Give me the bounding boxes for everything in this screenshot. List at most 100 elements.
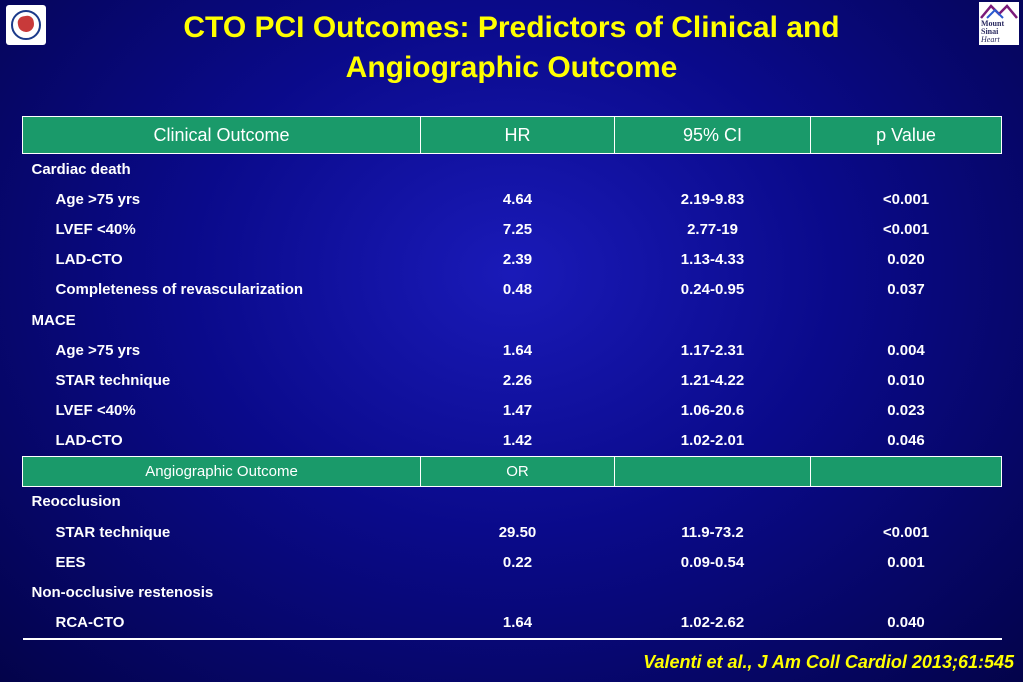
row-hr: 29.50 xyxy=(498,523,537,541)
row-hr xyxy=(421,305,615,335)
row-ci: 1.06-20.6 xyxy=(680,402,745,420)
row-p-value: <0.001 xyxy=(882,220,930,238)
table-header-row: Clinical Outcome HR 95% CI p Value xyxy=(22,116,1002,154)
row-label: Completeness of revascularization xyxy=(55,281,304,299)
table-row: Reocclusion xyxy=(23,486,1002,517)
row-ci: 1.02-2.62 xyxy=(614,607,811,640)
outcomes-table: Clinical Outcome HR 95% CI p Value Cardi… xyxy=(22,116,1002,640)
row-p-value: <0.001 xyxy=(882,190,930,208)
row-ci xyxy=(615,154,811,185)
row-hr: 1.42 xyxy=(502,432,533,450)
mount-sinai-heart-logo: Mount Sinai Heart xyxy=(979,2,1019,45)
row-hr: 1.64 xyxy=(502,341,533,359)
row-label: MACE xyxy=(31,311,76,329)
row-p-value xyxy=(811,486,1002,517)
row-ci: 0.09-0.54 xyxy=(680,553,745,571)
row-hr: 2.26 xyxy=(502,371,533,389)
clinical-rows: Cardiac death Age >75 yrs 4.64 2.19-9.83 <0.… xyxy=(23,154,1002,457)
row-label: Reocclusion xyxy=(31,493,121,511)
row-label: STAR technique xyxy=(55,523,171,541)
row-label: LVEF <40% xyxy=(55,402,136,420)
table-row: LVEF <40% 7.25 2.77-19 <0.001 xyxy=(23,214,1002,244)
row-hr: 2.39 xyxy=(502,251,533,269)
table-row: LVEF <40% 1.47 1.06-20.6 0.023 xyxy=(23,396,1002,426)
row-label: Age >75 yrs xyxy=(55,341,141,359)
row-p-value xyxy=(811,305,1002,335)
row-p-value: <0.001 xyxy=(882,523,930,541)
row-ci: 11.9-73.2 xyxy=(681,523,744,541)
row-ci: 2.77-19 xyxy=(687,220,738,238)
row-label: LAD-CTO xyxy=(55,251,123,269)
table-row: STAR technique 29.50 11.9-73.2 <0.001 xyxy=(23,517,1002,547)
table-row: MACE xyxy=(23,305,1002,335)
table-row: LAD-CTO 1.42 1.02-2.01 0.046 xyxy=(23,426,1002,457)
table-row: Age >75 yrs 1.64 1.17-2.31 0.004 xyxy=(23,335,1002,365)
row-ci: 0.24-0.95 xyxy=(680,281,745,299)
row-ci: 1.17-2.31 xyxy=(680,341,745,359)
row-label: Non-occlusive restenosis xyxy=(31,584,214,602)
row-p-value: 0.004 xyxy=(887,341,925,359)
row-hr: 0.48 xyxy=(502,281,533,299)
row-hr: 7.25 xyxy=(502,220,533,238)
row-ci: 1.13-4.33 xyxy=(680,251,745,269)
row-label: RCA-CTO xyxy=(22,607,421,640)
table-row: Cardiac death xyxy=(23,154,1002,185)
table-row: LAD-CTO 2.39 1.13-4.33 0.020 xyxy=(23,245,1002,275)
row-label: EES xyxy=(55,553,86,571)
table-row: STAR technique 2.26 1.21-4.22 0.010 xyxy=(23,365,1002,395)
sub-header-or: OR xyxy=(420,455,615,487)
row-label: Cardiac death xyxy=(31,160,131,178)
angiographic-rows: Reocclusion STAR technique 29.50 11.9-73.2 <… xyxy=(22,486,1002,640)
row-ci: 2.19-9.83 xyxy=(680,190,745,208)
header-95-ci: 95% CI xyxy=(614,116,811,154)
row-hr: 1.47 xyxy=(502,402,533,420)
sub-header-empty-ci xyxy=(614,455,811,487)
angiographic-subheader: Angiographic Outcome OR xyxy=(22,455,1002,487)
row-hr: 0.22 xyxy=(502,553,533,571)
row-label: STAR technique xyxy=(55,371,171,389)
sub-header-empty-p xyxy=(810,455,1002,487)
table-row: RCA-CTO 1.64 1.02-2.62 0.040 xyxy=(22,607,1002,640)
table-row: Non-occlusive restenosis xyxy=(23,577,1002,607)
logo-text-sinai: Sinai xyxy=(981,27,999,36)
title-line-1: CTO PCI Outcomes: Predictors of Clinical… xyxy=(183,11,840,44)
slide-title: CTO PCI Outcomes: Predictors of Clinical… xyxy=(60,8,963,88)
row-p-value: 0.001 xyxy=(887,553,925,571)
row-ci xyxy=(615,486,811,517)
heart-association-logo xyxy=(6,5,46,45)
row-label: Age >75 yrs xyxy=(55,190,141,208)
row-p-value: 0.040 xyxy=(810,607,1002,640)
row-p-value: 0.023 xyxy=(887,402,925,420)
row-label: LVEF <40% xyxy=(55,220,136,238)
row-hr xyxy=(421,577,615,607)
logo-text-mount: Mount xyxy=(981,19,1005,28)
header-p-value: p Value xyxy=(810,116,1002,154)
row-p-value: 0.046 xyxy=(887,432,925,450)
table-row: EES 0.22 0.09-0.54 0.001 xyxy=(23,547,1002,577)
title-line-2: Angiographic Outcome xyxy=(345,51,678,84)
logo-ring-icon xyxy=(11,10,41,40)
header-clinical-outcome: Clinical Outcome xyxy=(22,116,421,154)
row-label: LAD-CTO xyxy=(55,432,123,450)
row-hr: 4.64 xyxy=(502,190,533,208)
sub-header-row: Angiographic Outcome OR xyxy=(22,455,1002,487)
table-row: Age >75 yrs 4.64 2.19-9.83 <0.001 xyxy=(23,184,1002,214)
row-p-value xyxy=(811,577,1002,607)
row-ci: 1.02-2.01 xyxy=(680,432,745,450)
row-hr xyxy=(421,154,615,185)
row-ci xyxy=(615,305,811,335)
table-row: Completeness of revascularization 0.48 0.2… xyxy=(23,275,1002,305)
mountain-icon xyxy=(980,4,1018,19)
row-hr xyxy=(421,486,615,517)
header-hr: HR xyxy=(420,116,615,154)
row-p-value: 0.037 xyxy=(887,281,925,299)
logo-text-heart: Heart xyxy=(981,35,1000,44)
row-p-value: 0.020 xyxy=(887,251,925,269)
row-hr: 1.64 xyxy=(420,607,615,640)
row-p-value xyxy=(811,154,1002,185)
sub-header-angiographic-outcome: Angiographic Outcome xyxy=(22,455,421,487)
row-p-value: 0.010 xyxy=(887,371,925,389)
row-ci xyxy=(615,577,811,607)
citation: Valenti et al., J Am Coll Cardiol 2013;6… xyxy=(643,652,1014,672)
row-ci: 1.21-4.22 xyxy=(680,371,745,389)
